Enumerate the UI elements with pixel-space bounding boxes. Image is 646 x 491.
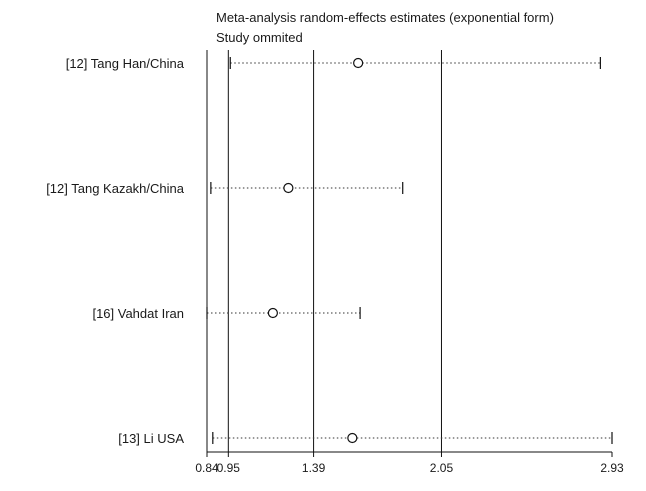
- study-label-3: [13] Li USA: [118, 431, 184, 446]
- chart-subtitle: Study ommited: [216, 30, 303, 45]
- study-label-2: [16] Vahdat Iran: [92, 306, 184, 321]
- study-label-1: [12] Tang Kazakh/China: [46, 181, 185, 196]
- estimate-point-0: [353, 57, 364, 69]
- x-tick-label-0: 0.84: [195, 461, 219, 475]
- chart-title: Meta-analysis random-effects estimates (…: [216, 10, 554, 25]
- x-tick-label-4: 2.93: [600, 461, 624, 475]
- estimate-point-3: [347, 432, 358, 444]
- x-tick-label-3: 2.05: [430, 461, 454, 475]
- x-tick-label-1: 0.95: [217, 461, 241, 475]
- study-label-0: [12] Tang Han/China: [66, 56, 185, 71]
- estimate-point-1: [283, 182, 294, 194]
- x-tick-label-2: 1.39: [302, 461, 326, 475]
- estimate-point-2: [267, 307, 278, 319]
